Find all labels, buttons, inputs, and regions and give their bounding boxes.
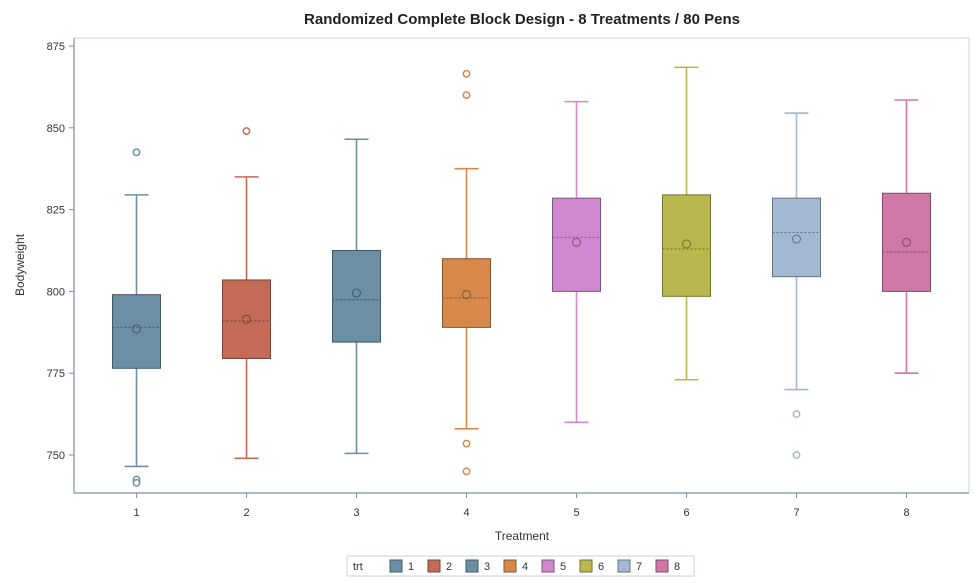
- legend-label-5: 5: [560, 561, 566, 573]
- x-tick-label: 8: [903, 507, 909, 519]
- outlier-point: [242, 127, 251, 136]
- legend-label-2: 2: [446, 561, 452, 573]
- y-axis-ticks: 750 775 800 825 850 875: [47, 41, 74, 462]
- iqr-box: [882, 192, 931, 292]
- outlier-point: [792, 410, 801, 419]
- legend-swatch-4: [503, 559, 517, 573]
- box-treatment-5: [552, 100, 601, 424]
- mean-marker: [242, 314, 251, 324]
- y-tick-label: 800: [47, 286, 65, 298]
- box-treatment-4: [442, 69, 491, 476]
- x-axis-ticks: 1 2 3 4 5 6 7 8: [133, 493, 910, 519]
- outlier-point: [462, 439, 471, 448]
- box-treatment-1: [112, 148, 161, 487]
- x-tick-label: 6: [683, 507, 689, 519]
- x-axis-title: Treatment: [495, 529, 550, 543]
- iqr-box: [442, 258, 491, 328]
- mean-marker: [682, 239, 691, 249]
- legend-swatch-2: [427, 559, 441, 573]
- legend-swatch-3: [465, 559, 479, 573]
- iqr-box: [332, 250, 381, 343]
- box-treatment-6: [662, 66, 711, 381]
- x-tick-label: 2: [243, 507, 249, 519]
- legend-swatch-1: [389, 559, 403, 573]
- outlier-point: [462, 69, 471, 78]
- legend-swatch-8: [655, 559, 669, 573]
- iqr-box: [772, 197, 821, 278]
- outlier-point: [792, 451, 801, 459]
- legend-swatch-6: [579, 559, 593, 573]
- legend: trt 1 2 3 4 5 6 7 8: [346, 555, 695, 577]
- box-treatment-3: [332, 138, 381, 455]
- iqr-box: [552, 197, 601, 292]
- y-tick-label: 775: [47, 368, 65, 380]
- mean-marker: [462, 290, 471, 300]
- chart-title: Randomized Complete Block Design - 8 Tre…: [304, 11, 740, 28]
- legend-label-3: 3: [484, 561, 490, 573]
- box-treatment-2: [222, 127, 271, 460]
- outlier-point: [132, 478, 141, 487]
- legend-label-4: 4: [522, 561, 528, 573]
- y-tick-label: 750: [47, 450, 65, 462]
- outlier-point: [462, 91, 471, 100]
- legend-label-7: 7: [636, 561, 642, 573]
- legend-swatch-5: [541, 559, 555, 573]
- legend-label-8: 8: [674, 561, 680, 573]
- y-tick-label: 825: [47, 205, 65, 217]
- mean-marker: [902, 237, 911, 247]
- y-tick-label: 850: [47, 123, 65, 135]
- iqr-box: [112, 294, 161, 369]
- legend-label-6: 6: [598, 561, 604, 573]
- mean-marker: [352, 288, 361, 298]
- legend-items: 1 2 3 4 5 6 7 8: [389, 559, 680, 573]
- x-tick-label: 7: [793, 507, 799, 519]
- x-tick-label: 3: [353, 507, 359, 519]
- mean-marker: [792, 234, 801, 244]
- plot-area-frame: [73, 37, 970, 494]
- y-tick-label: 875: [47, 41, 65, 53]
- box-series-group: [112, 66, 931, 487]
- legend-swatch-7: [617, 559, 631, 573]
- mean-marker: [572, 237, 581, 247]
- outlier-point: [132, 148, 141, 157]
- y-axis-title: Bodyweight: [13, 233, 27, 296]
- iqr-box: [222, 279, 271, 359]
- x-tick-label: 1: [133, 507, 139, 519]
- legend-title: trt: [353, 561, 363, 573]
- outlier-point: [462, 467, 471, 476]
- mean-marker: [132, 324, 141, 334]
- x-tick-label: 5: [573, 507, 579, 519]
- x-tick-label: 4: [463, 507, 469, 519]
- box-treatment-7: [772, 112, 821, 459]
- legend-label-1: 1: [408, 561, 414, 573]
- iqr-box: [662, 194, 711, 297]
- box-treatment-8: [882, 99, 931, 375]
